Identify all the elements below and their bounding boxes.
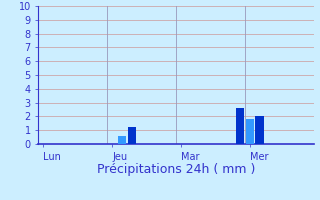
Bar (128, 127, 136, 144)
X-axis label: Précipitations 24h ( mm ): Précipitations 24h ( mm ) (97, 163, 255, 176)
Bar (255, 116, 264, 144)
Bar (236, 108, 244, 144)
Bar (118, 136, 126, 144)
Bar (245, 119, 254, 144)
